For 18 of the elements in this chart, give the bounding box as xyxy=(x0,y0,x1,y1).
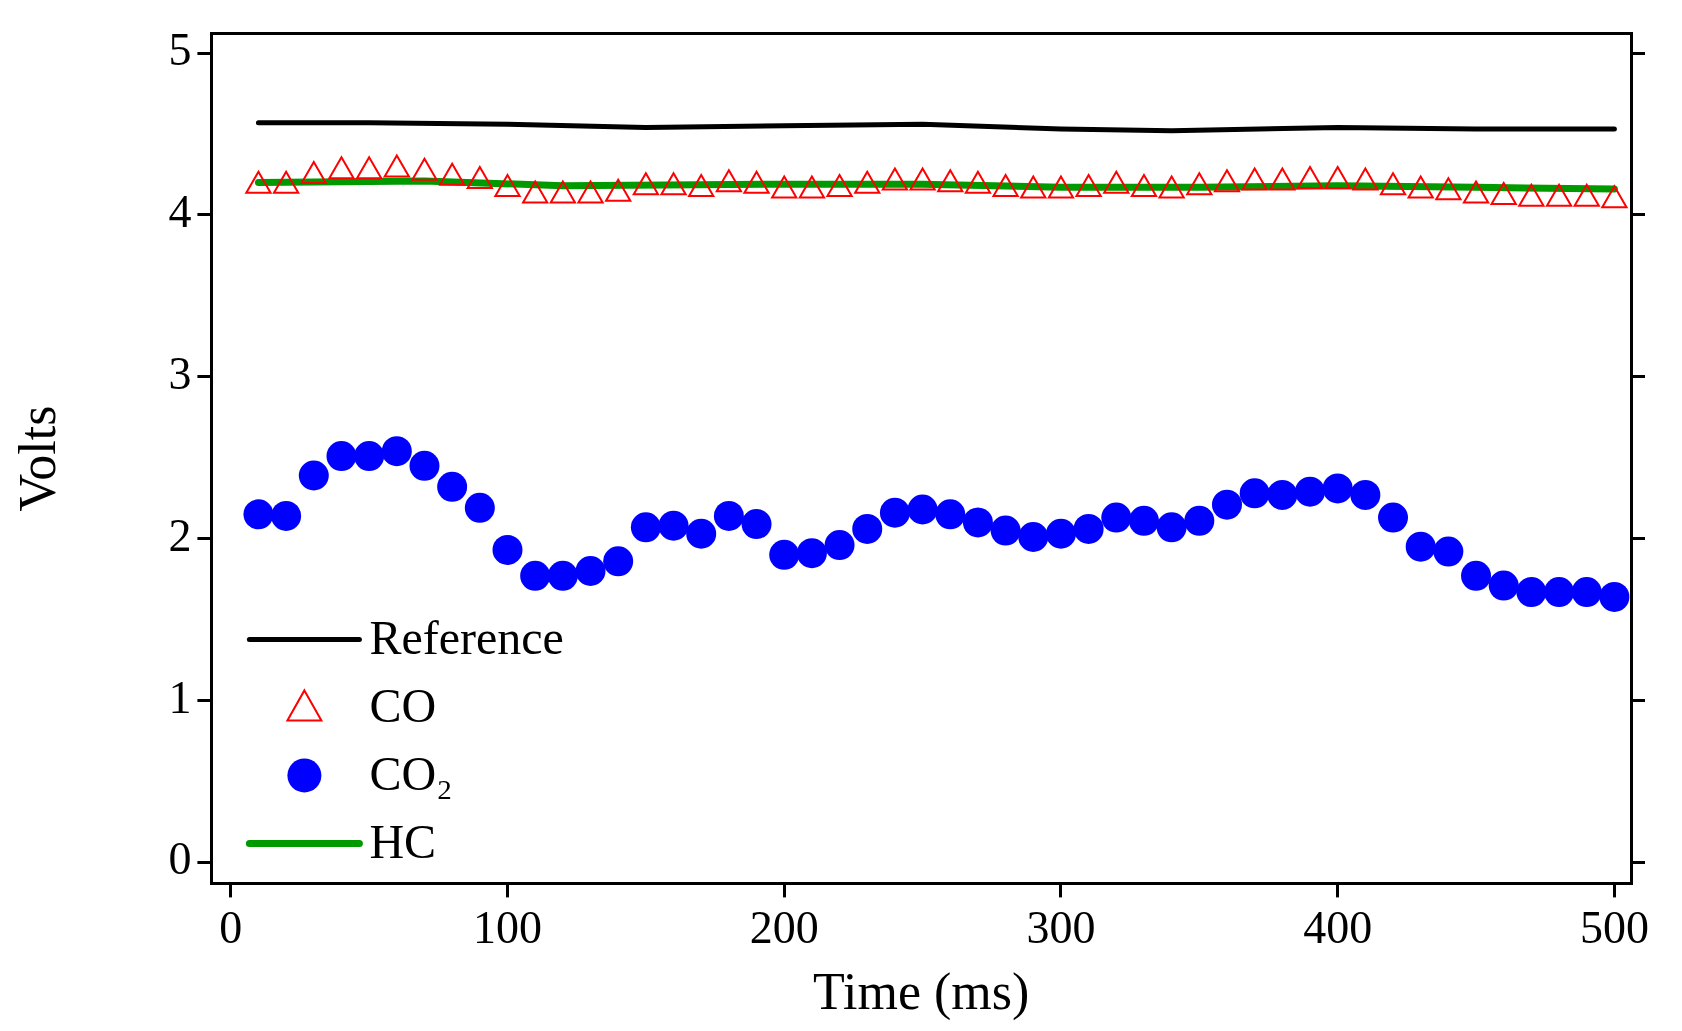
x-tick-label: 200 xyxy=(749,902,819,954)
legend-label: CO xyxy=(369,679,437,733)
y-tick-label: 1 xyxy=(168,671,192,723)
legend-label: Reference xyxy=(369,611,564,665)
y-axis-title: Volts xyxy=(8,405,66,512)
y-tick-label: 5 xyxy=(168,24,192,76)
x-tick-label: 500 xyxy=(1579,902,1649,954)
x-tick-label: 100 xyxy=(473,902,542,954)
legend-label: CO₂ xyxy=(369,747,453,801)
y-tick-label: 4 xyxy=(168,185,192,237)
x-tick-label: 0 xyxy=(219,902,243,954)
y-tick-label: 0 xyxy=(168,833,192,885)
x-tick-label: 300 xyxy=(1026,902,1096,954)
y-tick-label: 2 xyxy=(168,509,192,561)
x-axis-title: Time (ms) xyxy=(813,963,1030,1022)
y-tick-label: 3 xyxy=(168,347,192,399)
x-tick-label: 400 xyxy=(1303,902,1373,954)
legend-label: HC xyxy=(369,815,437,869)
